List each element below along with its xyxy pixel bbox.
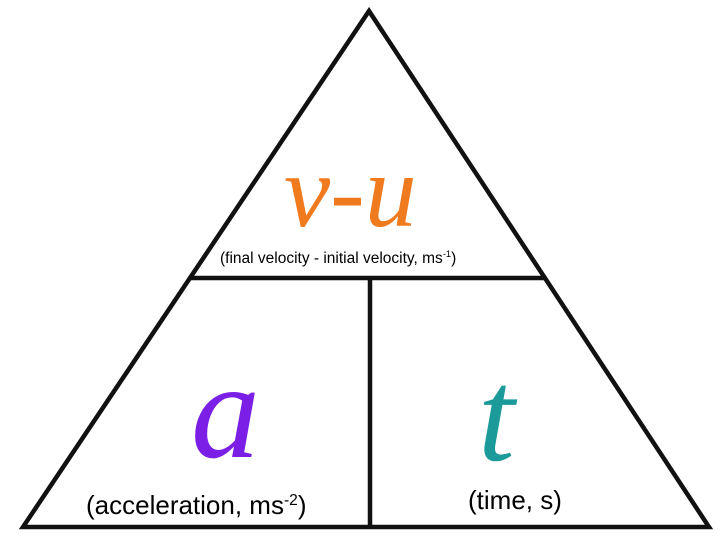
caption-acceleration-text: (acceleration, ms [86, 490, 284, 520]
caption-velocity-change-text: (final velocity - initial velocity, ms [220, 250, 443, 267]
symbol-time: t [478, 342, 515, 489]
symbol-v-minus-u: v-u [284, 134, 417, 249]
caption-acceleration-exponent: -2 [283, 491, 298, 509]
caption-velocity-change-exponent: -1 [442, 249, 452, 260]
symbol-acceleration: a [191, 334, 260, 487]
caption-velocity-change: (final velocity - initial velocity, ms-1… [220, 249, 457, 267]
caption-acceleration-close: ) [297, 490, 307, 520]
caption-velocity-change-close: ) [451, 250, 457, 267]
caption-time: (time, s) [468, 485, 562, 515]
caption-acceleration: (acceleration, ms-2) [86, 492, 307, 518]
triangle-outline [18, 6, 714, 530]
